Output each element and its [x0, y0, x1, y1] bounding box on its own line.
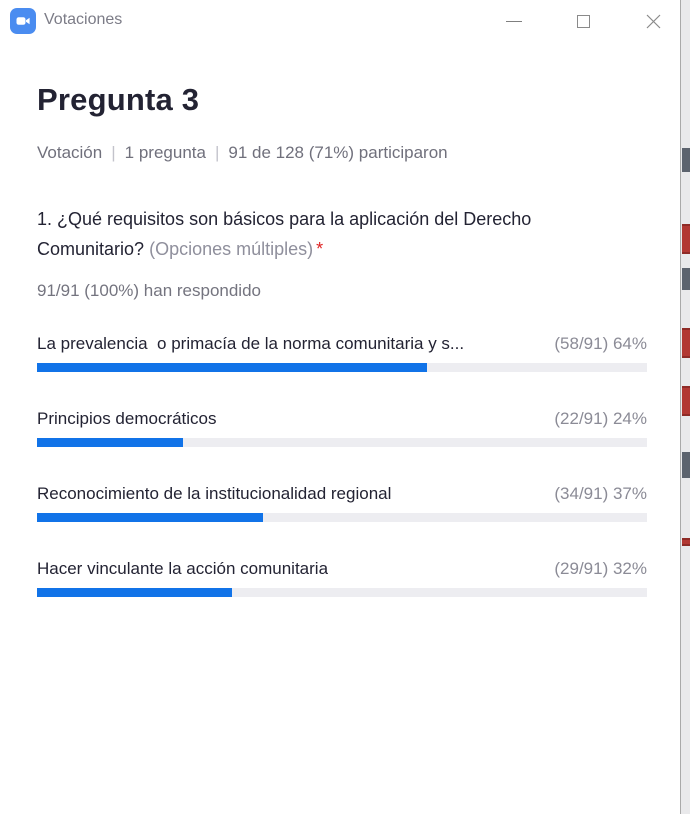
question-count: 1 pregunta	[124, 143, 206, 162]
background-window-fragment	[682, 328, 690, 358]
responded-stat: 91/91 (100%) han respondido	[37, 281, 261, 300]
question-text: 1. ¿Qué requisitos son básicos para la a…	[37, 209, 532, 259]
background-window-fragment	[682, 268, 690, 290]
meta-separator: |	[214, 143, 220, 162]
background-window-fragment	[682, 148, 690, 172]
poll-content: Pregunta 3 Votación | 1 pregunta | 91 de 128…	[0, 82, 680, 597]
options-list: La prevalencia o primacía de la norma co…	[37, 334, 647, 597]
participation-stat: 91 de 128 (71%) participaron	[228, 143, 448, 162]
result-bar-fill	[37, 513, 263, 522]
background-window-fragment	[682, 386, 690, 416]
poll-option: Reconocimiento de la institucionalidad r…	[37, 484, 647, 522]
result-bar-track	[37, 363, 647, 372]
poll-option: La prevalencia o primacía de la norma co…	[37, 334, 647, 372]
close-icon	[646, 14, 660, 28]
maximize-icon	[576, 14, 590, 28]
video-camera-icon	[16, 17, 30, 25]
option-label: La prevalencia o primacía de la norma co…	[37, 334, 465, 353]
poll-meta: Votación | 1 pregunta | 91 de 128 (71%) part…	[37, 143, 647, 163]
background-window-fragment	[682, 538, 690, 546]
close-button[interactable]	[630, 0, 676, 42]
option-label: Principios democráticos	[37, 409, 217, 428]
background-window-sliver	[681, 0, 690, 814]
result-bar-track	[37, 588, 647, 597]
option-stat: (58/91) 64%	[554, 334, 647, 353]
minimize-icon	[506, 20, 522, 22]
option-stat: (29/91) 32%	[554, 559, 647, 578]
page-title: Pregunta 3	[37, 82, 200, 117]
result-bar-fill	[37, 588, 233, 597]
question-text-block: 1. ¿Qué requisitos son básicos para la a…	[37, 204, 637, 264]
question-mode: (Opciones múltiples)	[149, 239, 314, 259]
option-label: Reconocimiento de la institucionalidad r…	[37, 484, 392, 503]
zoom-app-icon	[10, 8, 36, 34]
result-bar-track	[37, 513, 647, 522]
option-stat: (34/91) 37%	[554, 484, 647, 503]
background-window-fragment	[682, 452, 690, 478]
window-title: Votaciones	[44, 11, 123, 28]
required-marker: *	[316, 239, 324, 259]
meta-separator: |	[111, 143, 116, 162]
option-label: Hacer vinculante la acción comunitaria	[37, 559, 329, 578]
background-window-fragment	[682, 224, 690, 254]
titlebar[interactable]: Votaciones	[0, 0, 680, 44]
maximize-button[interactable]	[560, 0, 606, 42]
minimize-button[interactable]	[491, 0, 537, 42]
poll-type: Votación	[37, 143, 103, 162]
option-stat: (22/91) 24%	[554, 409, 647, 428]
poll-option: Principios democráticos (22/91) 24%	[37, 409, 647, 447]
poll-option: Hacer vinculante la acción comunitaria (…	[37, 559, 647, 597]
result-bar-track	[37, 438, 647, 447]
result-bar-fill	[37, 363, 428, 372]
result-bar-fill	[37, 438, 184, 447]
